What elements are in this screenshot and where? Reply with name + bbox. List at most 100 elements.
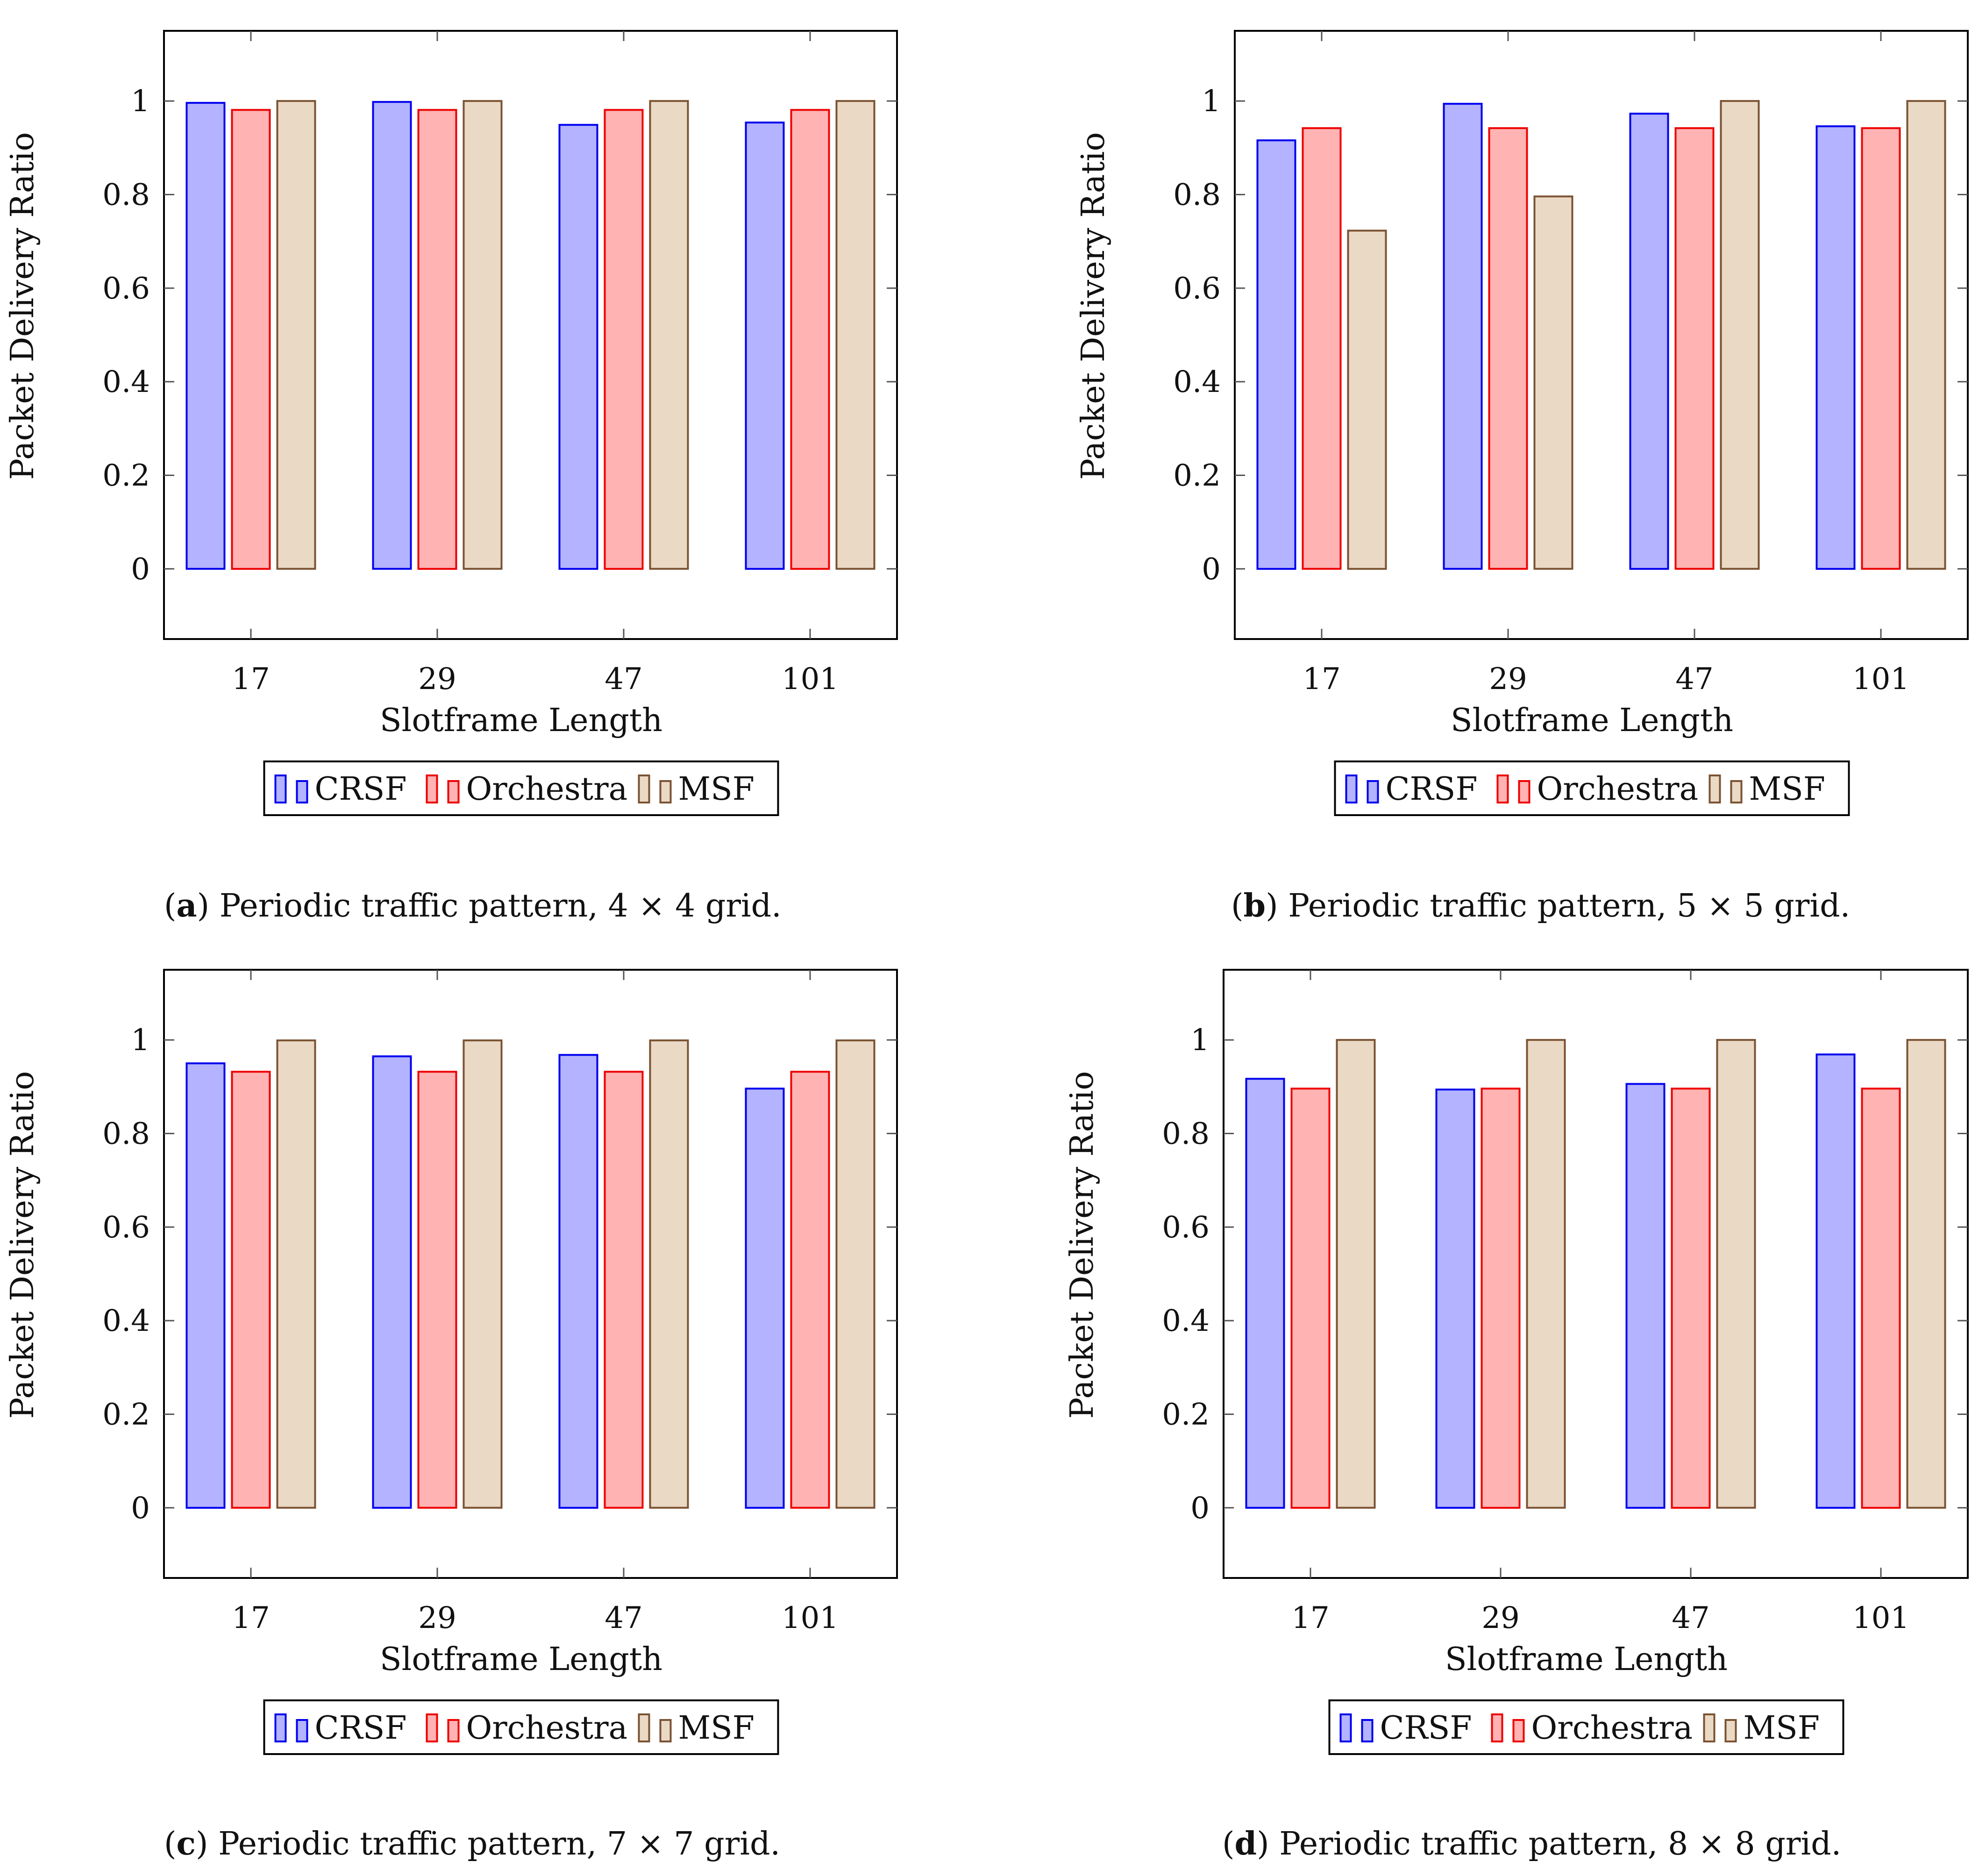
y-tick-label: 0.4 bbox=[102, 1304, 150, 1338]
caption-text: Periodic traffic pattern, 8 × 8 grid. bbox=[1279, 1826, 1841, 1862]
bar-msf-17 bbox=[276, 100, 316, 570]
y-axis-title: Packet Delivery Ratio bbox=[4, 1071, 41, 1419]
x-axis-title: Slotframe Length bbox=[1445, 1641, 1728, 1678]
legend-label-orchestra: Orchestra bbox=[466, 771, 628, 808]
legend-swatch-msf bbox=[1708, 775, 1721, 803]
figure-caption: (b) Periodic traffic pattern, 5 × 5 grid… bbox=[1231, 887, 1850, 924]
legend-swatch-msf bbox=[1724, 1719, 1737, 1742]
y-tick-label: 1 bbox=[131, 1023, 150, 1058]
bar-msf-29 bbox=[1526, 1039, 1566, 1509]
bar-orchestra-101 bbox=[1861, 1087, 1901, 1509]
legend: CRSF Orchestra MSF bbox=[1328, 1699, 1844, 1755]
bar-crsf-17 bbox=[185, 102, 226, 570]
bar-orchestra-29 bbox=[417, 1071, 457, 1509]
bar-orchestra-17 bbox=[231, 1071, 271, 1509]
y-tick-label: 0.2 bbox=[102, 1397, 150, 1432]
figure-caption: (c) Periodic traffic pattern, 7 × 7 grid… bbox=[164, 1825, 780, 1862]
legend-swatch-msf bbox=[659, 780, 672, 803]
y-tick-label: 1 bbox=[1190, 1023, 1210, 1058]
y-tick-label: 0.8 bbox=[1173, 178, 1221, 213]
bar-orchestra-29 bbox=[1488, 127, 1528, 570]
x-tick-label: 17 bbox=[232, 1601, 270, 1635]
y-tick-label: 0.2 bbox=[102, 458, 150, 493]
bar-msf-29 bbox=[1533, 195, 1573, 570]
legend: CRSF Orchestra MSF bbox=[263, 760, 779, 816]
legend-swatch-crsf bbox=[296, 1719, 308, 1742]
legend-box bbox=[263, 1699, 779, 1755]
caption-text: Periodic traffic pattern, 5 × 5 grid. bbox=[1288, 888, 1850, 924]
bar-crsf-47 bbox=[1629, 113, 1669, 570]
x-tick-label: 29 bbox=[418, 662, 456, 696]
legend-box bbox=[1328, 1699, 1844, 1755]
legend-swatch-orchestra bbox=[1496, 775, 1509, 803]
bar-crsf-17 bbox=[1256, 139, 1296, 570]
plot-frame bbox=[1234, 30, 1969, 640]
bar-orchestra-47 bbox=[604, 1071, 644, 1509]
legend-swatch-orchestra bbox=[1491, 1713, 1503, 1742]
bar-orchestra-17 bbox=[1302, 127, 1342, 570]
bar-crsf-47 bbox=[1625, 1083, 1666, 1509]
x-tick-label: 101 bbox=[782, 1601, 839, 1635]
bar-msf-101 bbox=[835, 1039, 876, 1509]
legend-label-msf: MSF bbox=[678, 771, 755, 808]
y-tick-label: 0.6 bbox=[102, 1210, 150, 1245]
caption-letter: b bbox=[1244, 887, 1266, 924]
legend-swatch-crsf bbox=[1339, 1713, 1352, 1742]
legend-swatch-orchestra bbox=[447, 1719, 460, 1742]
x-tick-label: 17 bbox=[1303, 662, 1340, 696]
x-tick-label: 101 bbox=[782, 662, 839, 696]
bar-msf-47 bbox=[649, 100, 689, 570]
bar-msf-47 bbox=[1720, 100, 1760, 570]
legend-swatch-msf bbox=[638, 1713, 650, 1742]
bar-crsf-47 bbox=[558, 1054, 598, 1509]
y-tick-label: 0.6 bbox=[102, 271, 150, 306]
legend-swatch-msf bbox=[659, 1719, 672, 1742]
legend-swatch-crsf bbox=[1361, 1719, 1374, 1742]
x-axis-title: Slotframe Length bbox=[380, 1641, 662, 1678]
legend-swatch-orchestra bbox=[1518, 780, 1531, 803]
x-tick-label: 17 bbox=[232, 662, 270, 696]
bar-crsf-29 bbox=[372, 1055, 412, 1509]
y-tick-label: 0 bbox=[131, 1491, 150, 1526]
y-tick-label: 1 bbox=[1202, 84, 1221, 119]
bar-crsf-17 bbox=[1245, 1078, 1285, 1509]
bar-orchestra-47 bbox=[604, 109, 644, 570]
legend-label-orchestra: Orchestra bbox=[466, 1710, 628, 1747]
bar-crsf-101 bbox=[1815, 125, 1856, 570]
x-tick-label: 17 bbox=[1291, 1601, 1329, 1635]
bar-orchestra-29 bbox=[417, 109, 457, 570]
bar-orchestra-47 bbox=[1674, 127, 1715, 570]
legend-label-orchestra: Orchestra bbox=[1537, 771, 1699, 808]
bar-msf-47 bbox=[1716, 1039, 1756, 1509]
bar-crsf-29 bbox=[1443, 103, 1483, 570]
bar-crsf-17 bbox=[185, 1062, 226, 1509]
legend-label-orchestra: Orchestra bbox=[1531, 1710, 1693, 1747]
legend-swatch-crsf bbox=[1345, 775, 1358, 803]
bar-crsf-101 bbox=[745, 1087, 785, 1509]
chart-panel-a: 0 0.2 0.4 0.6 0.8 1 17 29 47 101 Slotframe Length P… bbox=[4, 30, 898, 924]
legend-swatch-crsf bbox=[274, 1713, 287, 1742]
x-tick-label: 47 bbox=[1672, 1601, 1709, 1635]
legend-swatch-msf bbox=[638, 775, 650, 803]
bar-orchestra-17 bbox=[1290, 1087, 1331, 1509]
y-tick-label: 0.4 bbox=[1162, 1304, 1210, 1338]
y-axis-title: Packet Delivery Ratio bbox=[1075, 132, 1112, 480]
caption-text: Periodic traffic pattern, 4 × 4 grid. bbox=[220, 888, 782, 924]
figure-caption: (a) Periodic traffic pattern, 4 × 4 grid… bbox=[164, 887, 782, 924]
caption-letter: d bbox=[1235, 1825, 1257, 1862]
y-tick-label: 0.6 bbox=[1162, 1210, 1210, 1245]
bar-orchestra-47 bbox=[1671, 1087, 1711, 1509]
x-tick-label: 47 bbox=[605, 1601, 642, 1635]
legend-label-crsf: CRSF bbox=[1386, 771, 1478, 808]
legend-label-msf: MSF bbox=[1744, 1710, 1820, 1747]
bar-crsf-101 bbox=[745, 121, 785, 570]
bar-crsf-29 bbox=[372, 101, 412, 570]
legend-swatch-orchestra bbox=[426, 1713, 438, 1742]
legend-swatch-msf bbox=[1703, 1713, 1716, 1742]
caption-letter: c bbox=[177, 1825, 196, 1862]
chart-panel-d: 0 0.2 0.4 0.6 0.8 1 17 29 47 101 Slotframe Length P… bbox=[1064, 969, 1969, 1862]
bar-orchestra-101 bbox=[1861, 127, 1901, 570]
legend: CRSF Orchestra MSF bbox=[1334, 760, 1850, 816]
caption-letter: a bbox=[177, 887, 197, 924]
bar-crsf-101 bbox=[1815, 1053, 1856, 1509]
